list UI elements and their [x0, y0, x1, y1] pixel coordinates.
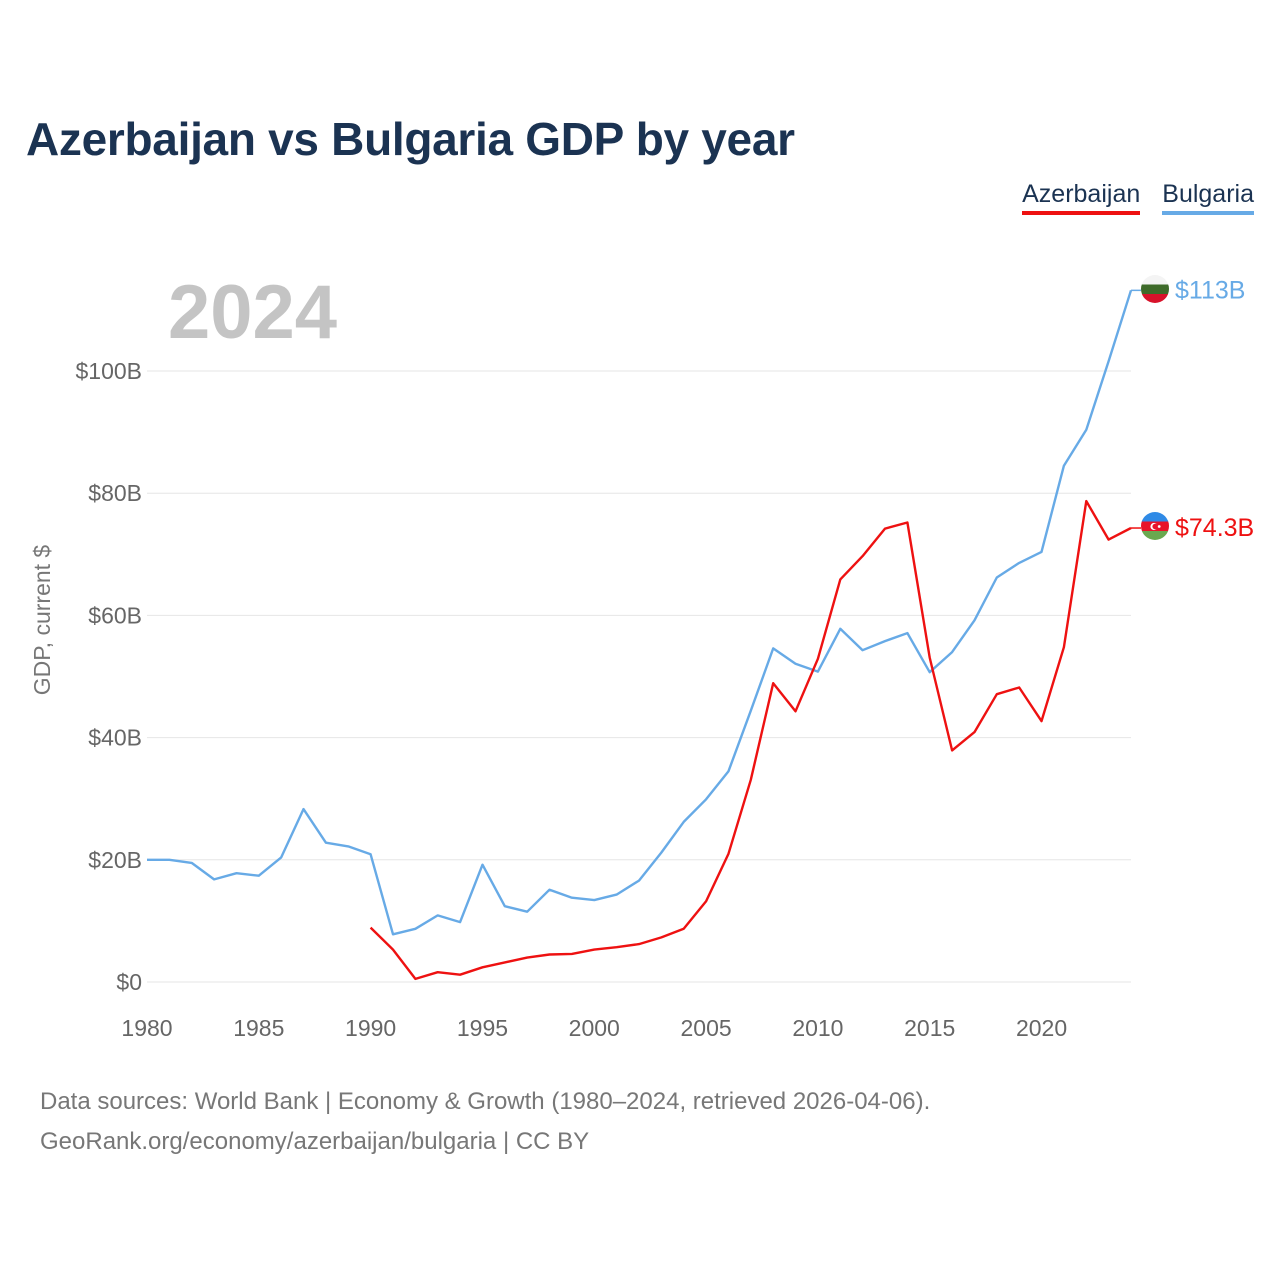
- x-tick-label: 2015: [904, 1015, 955, 1041]
- footer-sources: Data sources: World Bank | Economy & Gro…: [40, 1088, 931, 1115]
- y-axis-label: GDP, current $: [29, 545, 55, 696]
- x-axis-ticks: 1980 1985 1990 1995 2000 2005 2010 2015 2020: [121, 1015, 1067, 1041]
- end-value-bulgaria: $113B: [1175, 276, 1245, 304]
- y-axis-ticks: $0 $20B $40B $60B $80B $100B: [75, 358, 142, 995]
- x-tick-label: 2010: [792, 1015, 843, 1041]
- y-tick-label: $20B: [88, 847, 142, 873]
- series-lines: [147, 289, 1133, 981]
- x-tick-label: 1995: [457, 1015, 508, 1041]
- gdp-line-chart: $0 $20B $40B $60B $80B $100B 1980 1985 1990 1995…: [29, 270, 1254, 1041]
- y-tick-label: $100B: [75, 358, 142, 384]
- x-tick-label: 1985: [233, 1015, 284, 1041]
- y-tick-label: $80B: [88, 480, 142, 506]
- end-value-labels: $113B $74.3B: [1131, 276, 1254, 542]
- series-line-azerbaijan[interactable]: [369, 499, 1132, 981]
- gridlines: [147, 370, 1131, 983]
- x-tick-label: 2000: [569, 1015, 620, 1041]
- end-value-azerbaijan: $74.3B: [1175, 514, 1254, 542]
- azerbaijan-flag-icon: [1141, 512, 1169, 540]
- x-tick-label: 1990: [345, 1015, 396, 1041]
- y-tick-label: $60B: [88, 602, 142, 628]
- series-line-bulgaria[interactable]: [147, 289, 1133, 936]
- x-tick-label: 2005: [681, 1015, 732, 1041]
- bulgaria-flag-icon: [1141, 275, 1169, 303]
- legend: Azerbaijan Bulgaria: [1022, 180, 1254, 215]
- footer: Data sources: World Bank | Economy & Gro…: [40, 1082, 930, 1162]
- y-tick-label: $40B: [88, 725, 142, 751]
- y-tick-label: $0: [116, 969, 142, 995]
- legend-item-azerbaijan[interactable]: Azerbaijan: [1022, 180, 1141, 215]
- chart-title: Azerbaijan vs Bulgaria GDP by year: [26, 113, 795, 165]
- footer-attribution[interactable]: GeoRank.org/economy/azerbaijan/bulgaria …: [40, 1128, 590, 1155]
- x-tick-label: 1980: [121, 1015, 172, 1041]
- current-year-label: 2024: [168, 270, 337, 355]
- x-tick-label: 2020: [1016, 1015, 1067, 1041]
- legend-item-bulgaria[interactable]: Bulgaria: [1162, 180, 1254, 215]
